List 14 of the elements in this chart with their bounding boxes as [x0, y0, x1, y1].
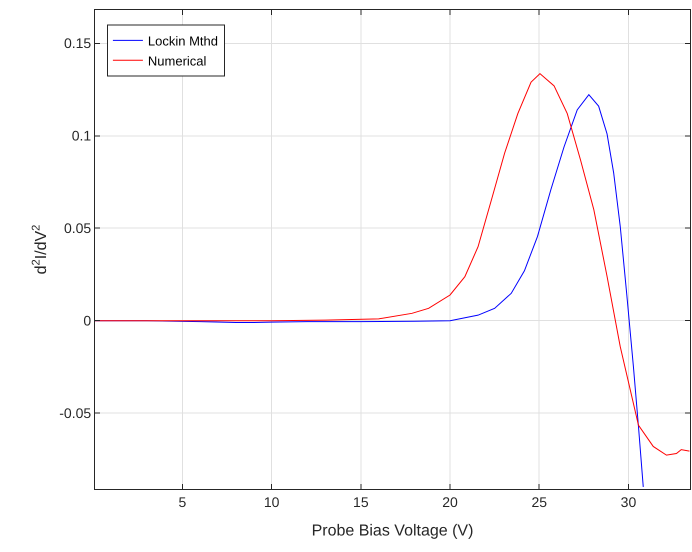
x-tick-label: 15	[353, 494, 369, 510]
y-tick-label: -0.05	[59, 405, 92, 422]
y-tick-label: 0	[83, 312, 92, 329]
y-tick-label: 0.1	[72, 128, 92, 144]
legend-label: Lockin Mthd	[148, 33, 218, 48]
legend-label: Numerical	[148, 53, 207, 68]
y-tick-label: 0.15	[64, 35, 92, 52]
y-tick-label: 0.05	[64, 220, 92, 236]
x-tick-label: 5	[178, 494, 187, 510]
x-tick-label: 10	[264, 494, 280, 510]
x-tick-label: 25	[531, 494, 548, 510]
x-axis-title: Probe Bias Voltage (V)	[312, 522, 474, 540]
x-tick-label: 30	[620, 494, 636, 510]
x-tick-label: 20	[442, 494, 458, 510]
